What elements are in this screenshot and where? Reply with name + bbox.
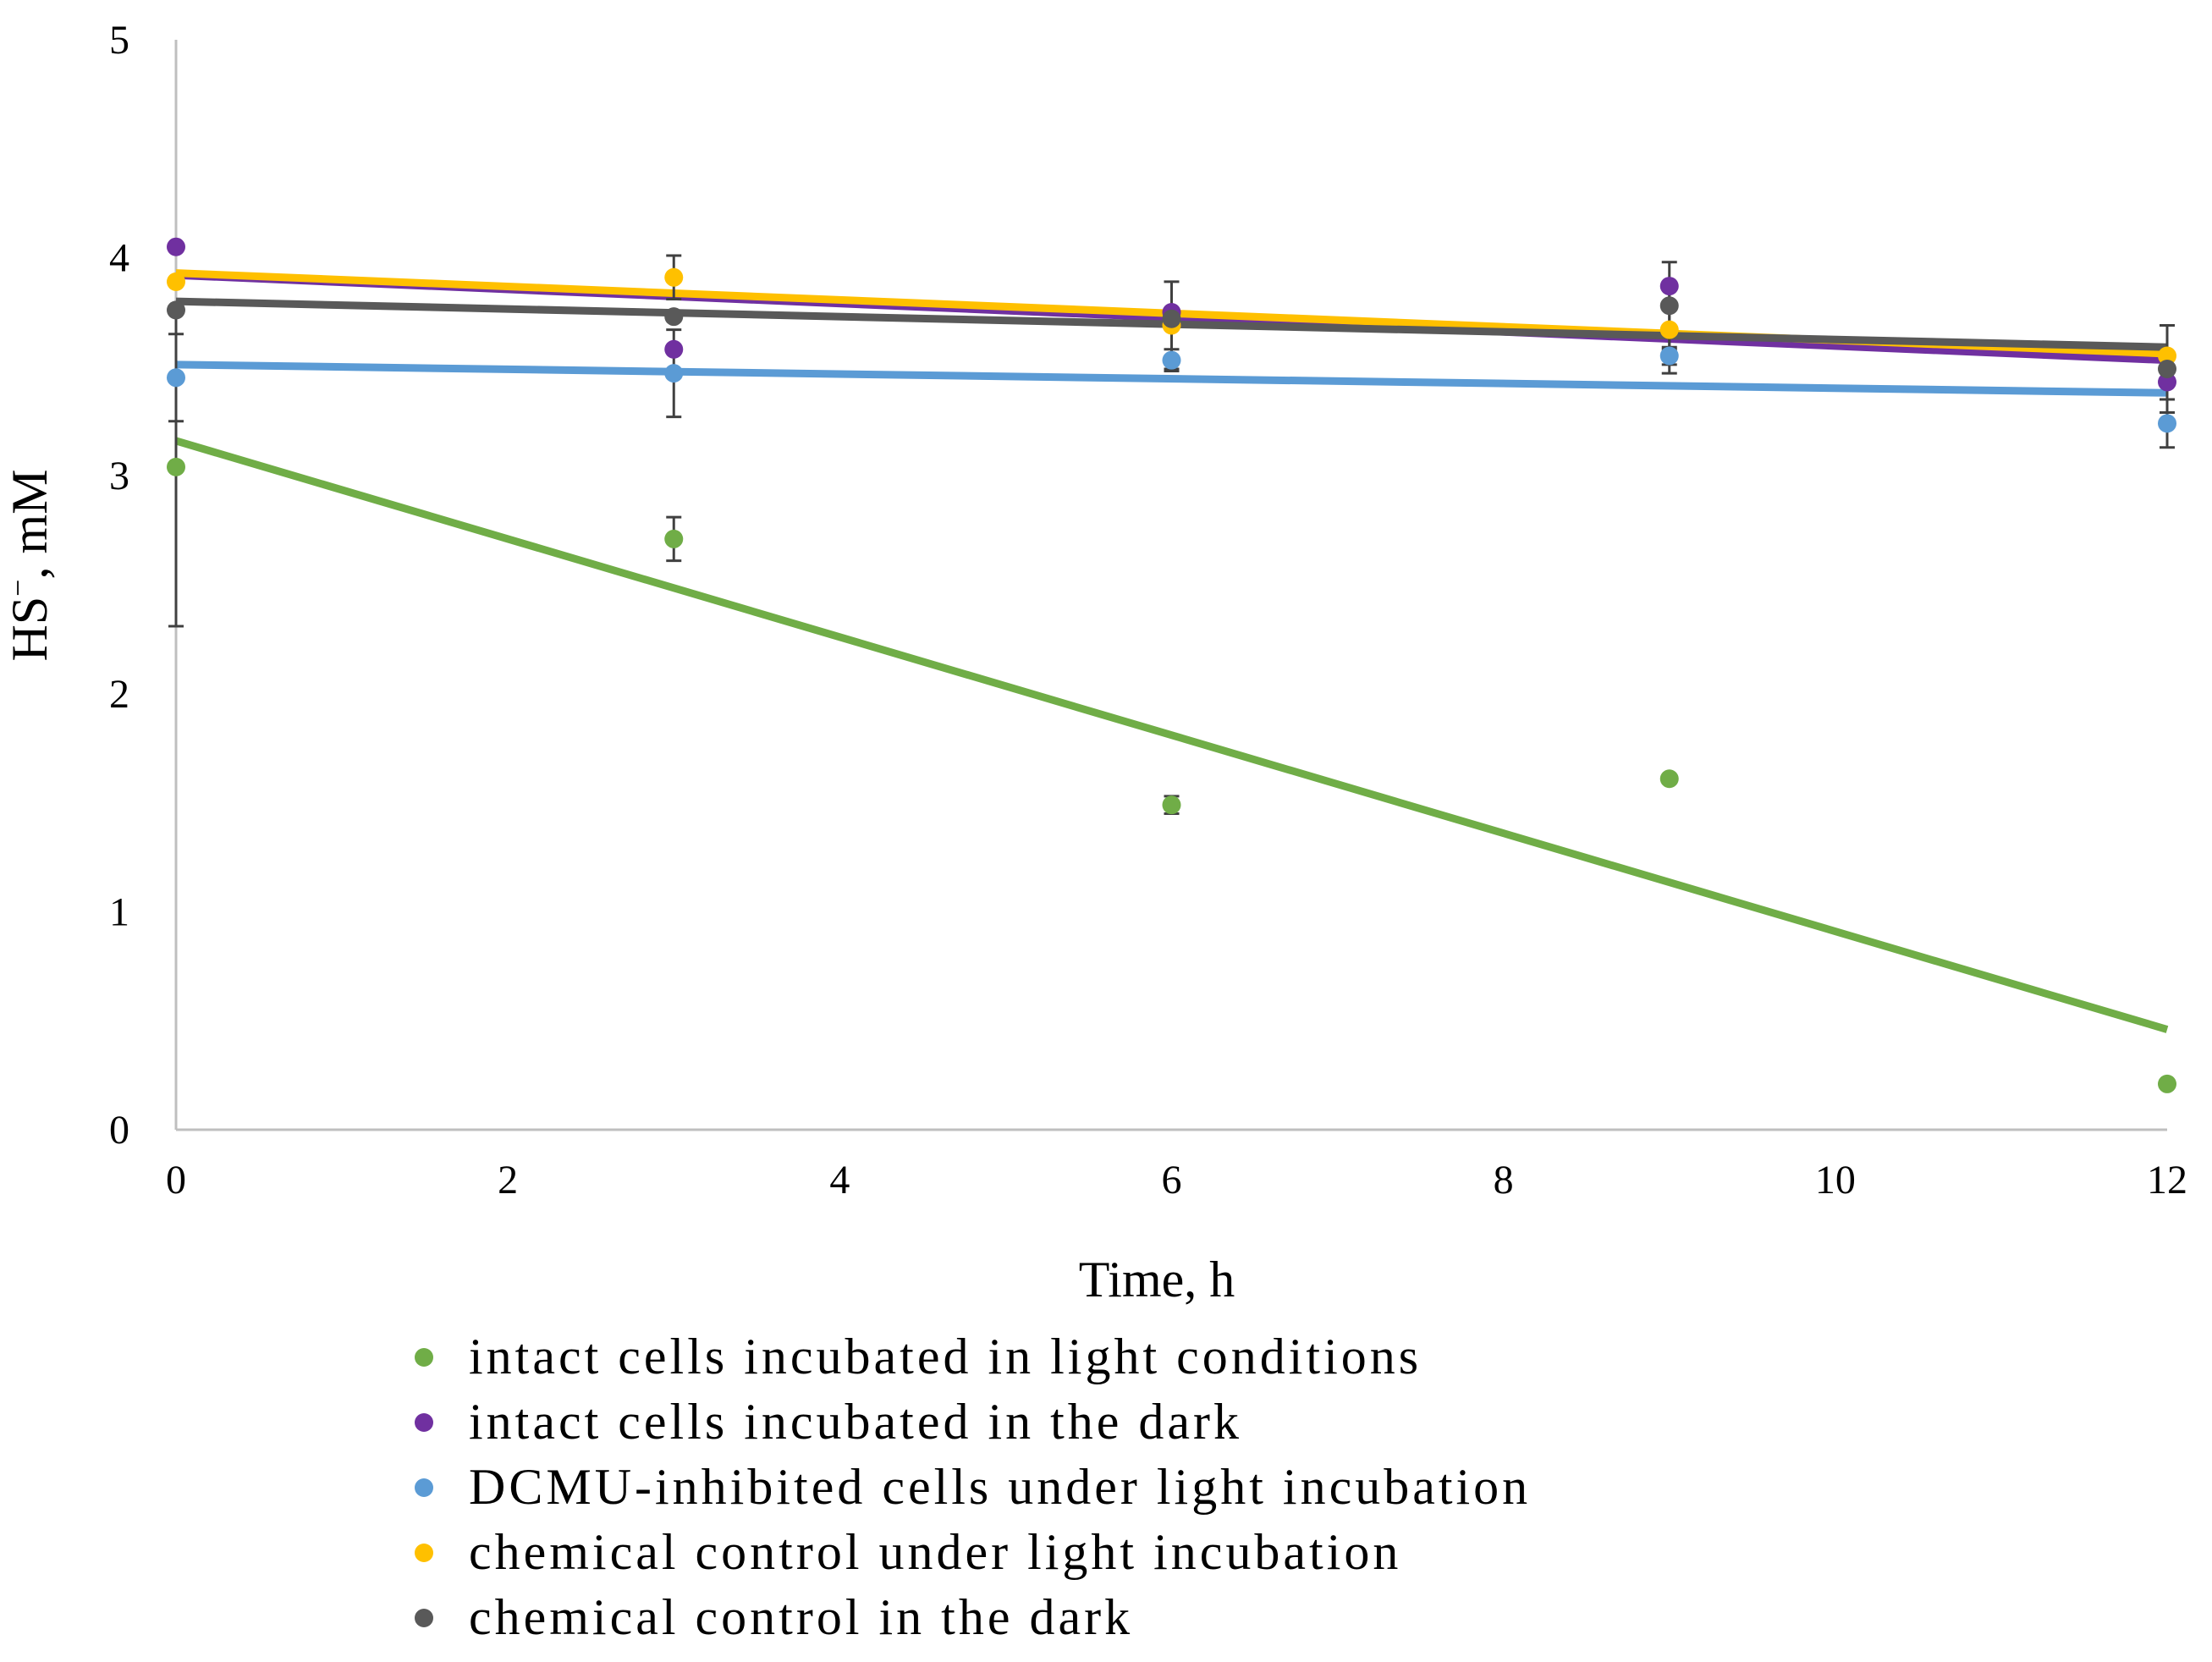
data-point [1659,296,1679,316]
legend-label: chemical control in the dark [469,1589,1134,1645]
data-point [664,267,684,287]
y-tick-label: 5 [109,18,129,63]
data-point [1162,309,1181,328]
legend-label: DCMU-inhibited cells under light incubat… [469,1459,1532,1515]
data-point [664,364,684,383]
legend-label: chemical control under light incubation [469,1524,1402,1580]
data-point [664,339,684,359]
legend-item: intact cells incubated in the dark [415,1390,1531,1455]
y-axis-title: HS−, mM [1,469,58,661]
legend-marker [415,1608,433,1627]
data-point [167,300,185,320]
data-point [1659,320,1679,339]
x-tick-label: 10 [1815,1158,1856,1202]
data-point [1162,350,1181,370]
y-tick-label: 3 [109,454,129,498]
legend-item: DCMU-inhibited cells under light incubat… [415,1455,1531,1520]
axes [174,40,2167,1131]
y-axis-title-superscript: − [1,580,35,597]
legend-marker [415,1543,433,1562]
y-tick-label: 2 [109,672,129,717]
data-point [167,272,185,291]
y-tick-label: 4 [109,236,129,281]
data-point [167,368,185,388]
x-tick-label: 8 [1494,1158,1514,1202]
data-point [2158,414,2176,433]
x-tick-label: 12 [2147,1158,2187,1202]
x-tick-label: 4 [829,1158,850,1202]
x-axis-title: Time, h [1079,1252,1235,1307]
legend-marker [415,1478,433,1497]
legend-item: chemical control in the dark [415,1585,1531,1650]
legend-marker [415,1347,433,1367]
legend-item: intact cells incubated in light conditio… [415,1324,1531,1390]
data-point [1659,769,1679,789]
data-point [2158,346,2176,366]
legend-item: chemical control under light incubation [415,1520,1531,1585]
y-axis-title-base: HS [2,597,58,662]
data-point [664,529,684,548]
trendline [174,437,2169,1033]
legend: intact cells incubated in light conditio… [415,1324,1531,1650]
data-point [2158,359,2176,378]
trendline [175,360,2168,397]
data-point [1162,795,1181,815]
data-points [167,237,2176,1093]
data-point [1659,346,1679,366]
x-tick-label: 6 [1162,1158,1182,1202]
legend-label: intact cells incubated in light conditio… [469,1329,1422,1384]
trendlines [174,269,2169,1033]
legend-marker [415,1412,433,1432]
data-point [167,457,185,476]
y-tick-labels: 0 1 2 3 4 5 [109,18,129,1153]
data-point [1659,277,1679,296]
data-point [664,307,684,327]
x-tick-label: 0 [166,1158,186,1202]
data-point [2158,1074,2176,1093]
y-axis-title-suffix: , mM [2,469,58,579]
y-tick-label: 0 [109,1108,129,1153]
data-point [167,237,185,256]
legend-label: intact cells incubated in the dark [469,1394,1243,1450]
data-point [2158,372,2176,392]
x-tick-label: 2 [498,1158,518,1202]
y-tick-label: 1 [109,889,129,934]
x-tick-labels: 0 2 4 6 8 10 12 [166,1158,2187,1202]
